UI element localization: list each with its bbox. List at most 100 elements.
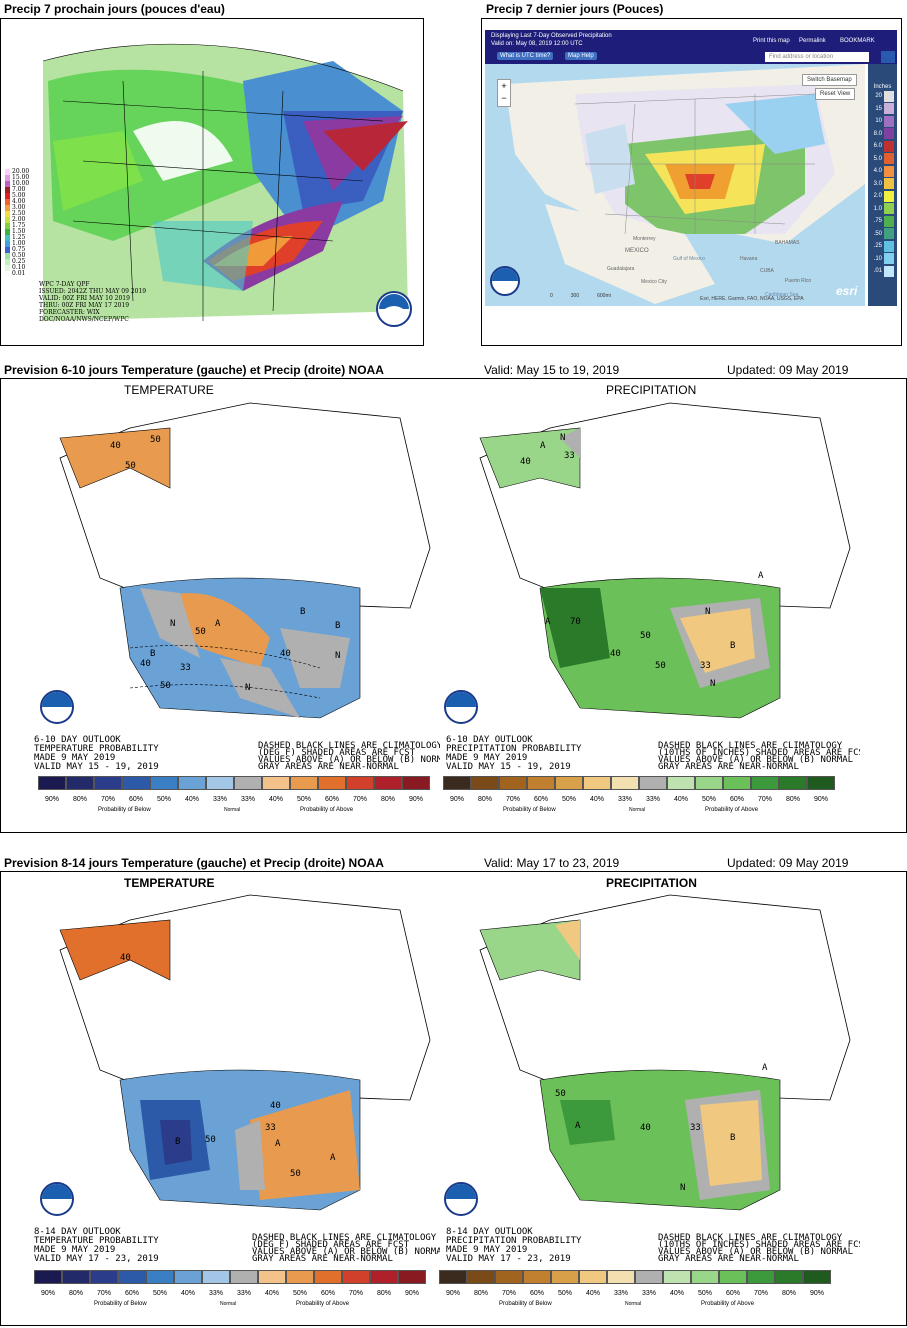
legend-swatch [527, 776, 555, 790]
legend-swatch [234, 776, 262, 790]
scale-value: .10 [873, 255, 882, 262]
wpc-legend-item: 1.50 [5, 229, 47, 235]
esri-scale-item: .10 [868, 253, 897, 266]
outlook-text: VALID MAY 17 - 23, 2019 [446, 1254, 571, 1262]
wpc-legend-item: 20.00 [5, 169, 47, 175]
map-label: 33 [700, 661, 711, 671]
legend-swatch [66, 776, 94, 790]
map-label: A [330, 1153, 336, 1163]
place-label: Mexico City [641, 279, 667, 285]
legend-bar [443, 776, 843, 790]
legend-percent: 33% [208, 1290, 223, 1297]
scale-value: .50 [873, 230, 882, 237]
legend-value: 5.00 [12, 192, 26, 199]
legend-below-label: Probability of Below [499, 1301, 552, 1307]
legend-percent: 80% [473, 1290, 488, 1297]
scale-bar-label: 600mi [597, 293, 611, 299]
legend-percent: 50% [561, 796, 576, 803]
legend-swatch [174, 1270, 202, 1284]
legend-percent: 60% [725, 1290, 740, 1297]
legend-percent: 90% [408, 796, 423, 803]
esri-header-bar: Displaying Last 7-Day Observed Precipita… [485, 30, 897, 64]
panel-title-precipitation: PRECIPITATION [606, 383, 697, 397]
legend-swatch [775, 1270, 803, 1284]
scale-value: 15 [875, 105, 882, 112]
legend-swatch [635, 1270, 663, 1284]
legend-value: 20.00 [12, 168, 30, 175]
wpc-legend-item: 1.75 [5, 223, 47, 229]
map-label: N [335, 651, 340, 661]
map-label: 50 [640, 631, 651, 641]
legend-swatch [695, 776, 723, 790]
legend-percent: 50% [156, 796, 171, 803]
utc-help-button[interactable]: What is UTC time? [497, 52, 554, 60]
scale-swatch [884, 103, 894, 115]
precip-legend-814: 90% 80% 70% 60% 50% 40% 33% 33% 40% 50% 60% 70% 80% 9… [439, 1270, 839, 1313]
legend-percent: 60% [533, 796, 548, 803]
print-map-link[interactable]: Print this map [753, 38, 790, 44]
map-label: N [705, 607, 710, 617]
legend-swatch [178, 776, 206, 790]
legend-percent: 40% [669, 1290, 684, 1297]
legend-value: 1.00 [12, 240, 26, 247]
legend-percent: 40% [264, 1290, 279, 1297]
esri-scale-item: 2.0 [868, 190, 897, 203]
search-icon[interactable] [881, 51, 895, 63]
wpc-legend: 20.00 15.00 10.00 7.00 5.00 4.00 3.00 2.50 2.00 1… [5, 169, 47, 277]
legend-bar [34, 1270, 434, 1284]
esri-search-input[interactable]: Find address or location [765, 52, 869, 62]
legend-percent: 80% [376, 1290, 391, 1297]
panel-title-temperature: TEMPERATURE [124, 383, 214, 397]
scale-value: 8.0 [873, 130, 882, 137]
scale-swatch [884, 153, 894, 165]
map-label: N [170, 619, 175, 629]
wpc-legend-item: 0.10 [5, 265, 47, 271]
map-help-button[interactable]: Map Help [565, 52, 597, 60]
wpc-legend-item: 15.00 [5, 175, 47, 181]
precip-814-map: A 50 40 A N B 33 8-14 DAY OUTLOOK PRECIP… [446, 894, 860, 1262]
esri-scale-item: 10 [868, 115, 897, 128]
map-label: 40 [280, 649, 291, 659]
legend-percent: 80% [781, 1290, 796, 1297]
outlook-text: VALID MAY 15 - 19, 2019 [446, 762, 571, 770]
legend-swatch [94, 776, 122, 790]
legend-swatch [523, 1270, 551, 1284]
map-note: DASHED BLACK LINES ARE CLIMATOLOGY [252, 1233, 437, 1243]
legend-percent: 40% [268, 796, 283, 803]
legend-percent: 70% [757, 796, 772, 803]
outlook-text: 6-10 DAY OUTLOOK [446, 735, 533, 745]
legend-value: 4.00 [12, 198, 26, 205]
legend-value: 0.10 [12, 264, 26, 271]
place-label: Caribbean Sea [765, 292, 799, 298]
reset-view-button[interactable]: Reset View [815, 88, 856, 100]
scale-value: .75 [873, 218, 882, 225]
esri-scale-item: 6.0 [868, 140, 897, 153]
outlook-text: TEMPERATURE PROBABILITY [34, 1236, 159, 1246]
permalink-button[interactable]: Permalink [799, 38, 826, 44]
map-note: DASHED BLACK LINES ARE CLIMATOLOGY [258, 741, 440, 751]
esri-scale-panel: Inches 20 15 10 8.0 6.0 5.0 4.0 3.0 2.0 1.0 .75 .50… [868, 64, 897, 306]
legend-captions: Probability of Below Normal Probability of… [34, 1301, 434, 1313]
scale-swatch [884, 90, 894, 102]
wpc-legend-item: 0.01 [5, 271, 47, 277]
outlook-text: MADE 9 MAY 2019 [446, 1245, 527, 1255]
map-label: 50 [125, 461, 136, 471]
esri-logo: esri [836, 284, 858, 298]
legend-swatch [5, 247, 10, 253]
zoom-in-button[interactable]: + [501, 81, 507, 91]
legend-below-label: Probability of Below [94, 1301, 147, 1307]
units-label: Inches [873, 84, 892, 90]
switch-basemap-button[interactable]: Switch Basemap [802, 74, 857, 86]
legend-percent: 90% [40, 1290, 55, 1297]
legend-value: 0.50 [12, 252, 26, 259]
bookmark-button[interactable]: BOOKMARK [840, 38, 875, 44]
esri-scale-item: 1.0 [868, 203, 897, 216]
esri-scale-item: 3.0 [868, 178, 897, 191]
map-note: DASHED BLACK LINES ARE CLIMATOLOGY [658, 1233, 843, 1243]
panel-title-precipitation: PRECIPITATION [606, 876, 697, 890]
legend-percent: 60% [729, 796, 744, 803]
zoom-out-button[interactable]: − [501, 93, 507, 103]
map-label: 40 [140, 659, 151, 669]
legend-percent: 50% [697, 1290, 712, 1297]
legend-swatch [290, 776, 318, 790]
